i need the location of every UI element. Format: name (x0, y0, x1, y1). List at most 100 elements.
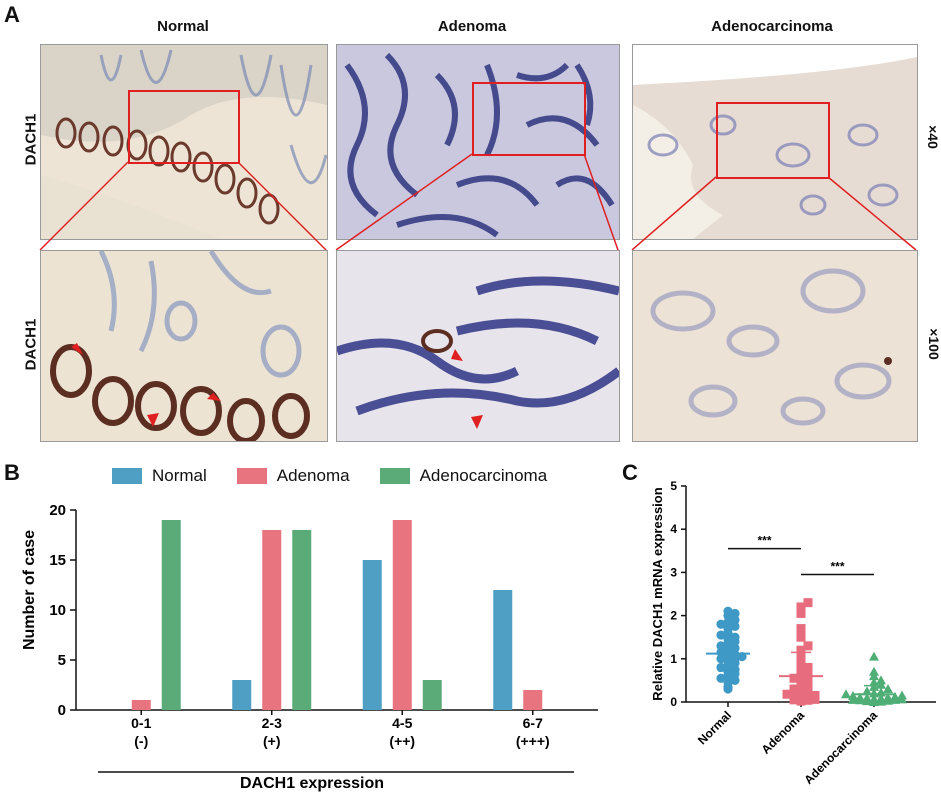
micrograph-normal-x40 (40, 44, 328, 240)
bar-normal-1 (232, 680, 252, 710)
x-tick-label: 4-5 (392, 715, 412, 731)
bar-adenocarcinoma-0 (161, 520, 181, 710)
point-adenoma (782, 689, 792, 699)
point-normal (716, 662, 726, 673)
point-adenoma (803, 693, 813, 703)
x-tick-label: Adenocarcinoma (801, 708, 880, 787)
bar-adenoma-2 (392, 520, 412, 710)
bar-adenoma-1 (262, 530, 282, 710)
zoom-connectors (39, 153, 917, 251)
legend-b: Normal Adenoma Adenocarcinoma (112, 466, 547, 486)
micrograph-adenoma-x100 (336, 250, 620, 442)
y-tick-label: 15 (49, 552, 66, 569)
bar-adenocarcinoma-1 (292, 530, 312, 710)
y-tick-label: 10 (49, 602, 66, 619)
x-tick-sublabel: (+) (263, 733, 281, 749)
legend-swatch (379, 468, 410, 484)
panel-b-letter: B (4, 460, 20, 485)
x-tick-sublabel: (++) (389, 733, 415, 749)
micrograph-normal-x100 (40, 250, 328, 442)
legend-label: Adenoma (276, 466, 350, 485)
x-tick-label: 6-7 (523, 715, 543, 731)
x-tick-sublabel: (+++) (516, 733, 550, 749)
bar-normal-3 (493, 590, 513, 710)
point-adenocarcinoma (883, 684, 893, 694)
point-adenocarcinoma (876, 675, 886, 685)
point-adenoma (803, 669, 813, 679)
point-adenocarcinoma (862, 686, 872, 696)
significance-label: *** (830, 560, 844, 574)
point-normal (723, 667, 733, 677)
point-adenocarcinoma (883, 692, 893, 702)
x-tick-label: Normal (695, 708, 734, 747)
zoom-box (128, 90, 240, 164)
point-adenocarcinoma (869, 651, 879, 661)
point-adenoma (796, 624, 806, 634)
point-normal (730, 675, 740, 685)
point-normal (716, 619, 726, 629)
y-tick-label: 3 (670, 565, 677, 579)
zoom-box (472, 82, 586, 156)
point-normal (730, 643, 740, 653)
bar-chart: Number of case DACH1 expression 0 5 10 15 20… (21, 502, 598, 792)
point-adenocarcinoma (890, 691, 900, 701)
legend-label: Adenocarcinoma (419, 466, 548, 485)
point-adenoma (803, 686, 813, 696)
point-adenoma (789, 684, 799, 694)
y-tick-label: 20 (49, 502, 66, 519)
column-title-adenocarcinoma: Adenocarcinoma (711, 18, 833, 35)
point-normal (716, 654, 726, 664)
point-adenoma (796, 608, 806, 618)
point-normal (716, 641, 726, 651)
bar-adenoma-0 (131, 700, 151, 710)
point-normal (723, 677, 733, 688)
column-title-normal: Normal (157, 18, 209, 35)
point-normal (730, 615, 740, 625)
point-normal (723, 623, 733, 634)
legend-swatch (236, 468, 267, 484)
x-axis-label: DACH1 expression (240, 775, 384, 792)
y-tick-label: 5 (58, 652, 66, 669)
row-label-dach1-bottom: DACH1 (22, 318, 40, 371)
point-adenoma (810, 691, 820, 701)
y-tick-label: 4 (670, 522, 677, 536)
bar-adenocarcinoma-2 (422, 680, 442, 710)
point-adenocarcinoma (876, 693, 886, 703)
y-axis-label: Relative DACH1 mRNA expression (650, 487, 665, 700)
micrograph-adenoma-x40 (336, 44, 620, 240)
zoom-box (716, 102, 830, 179)
legend-item-adenoma: Adenoma (236, 466, 350, 486)
y-tick-label: 1 (670, 652, 677, 666)
legend-label: Normal (152, 466, 207, 485)
x-tick-label: Adenoma (759, 708, 808, 757)
point-normal (716, 647, 726, 657)
x-tick-label: 2-3 (262, 715, 282, 731)
point-adenocarcinoma (862, 693, 872, 703)
y-tick-label: 5 (670, 479, 677, 493)
scatter-chart: Relative DACH1 mRNA expression *** *** 0 1… (650, 479, 936, 787)
x-tick-sublabel: (-) (134, 733, 148, 749)
point-normal (723, 617, 733, 627)
micrograph-adenocarcinoma-x40 (632, 44, 918, 240)
micrograph-adenocarcinoma-x100 (632, 250, 918, 442)
legend-item-adenocarcinoma: Adenocarcinoma (379, 466, 548, 486)
point-adenoma (803, 675, 813, 685)
point-adenoma (796, 602, 806, 612)
bar-normal-2 (362, 560, 382, 710)
column-title-adenoma: Adenoma (437, 18, 507, 35)
y-tick-label: 0 (670, 695, 677, 709)
point-normal (730, 621, 740, 631)
point-adenoma (803, 598, 813, 608)
y-tick-label: 0 (58, 702, 66, 719)
legend-item-normal: Normal (112, 466, 207, 486)
point-normal (723, 606, 733, 616)
panel-a-letter: A (4, 2, 20, 27)
y-axis-label: Number of case (21, 530, 38, 650)
bar-adenoma-3 (523, 690, 543, 710)
point-adenoma (796, 645, 806, 655)
point-normal (716, 673, 726, 683)
panel-c-letter: C (622, 460, 638, 485)
point-adenocarcinoma (869, 666, 879, 676)
point-adenoma (803, 641, 813, 651)
significance-label: *** (757, 534, 771, 548)
